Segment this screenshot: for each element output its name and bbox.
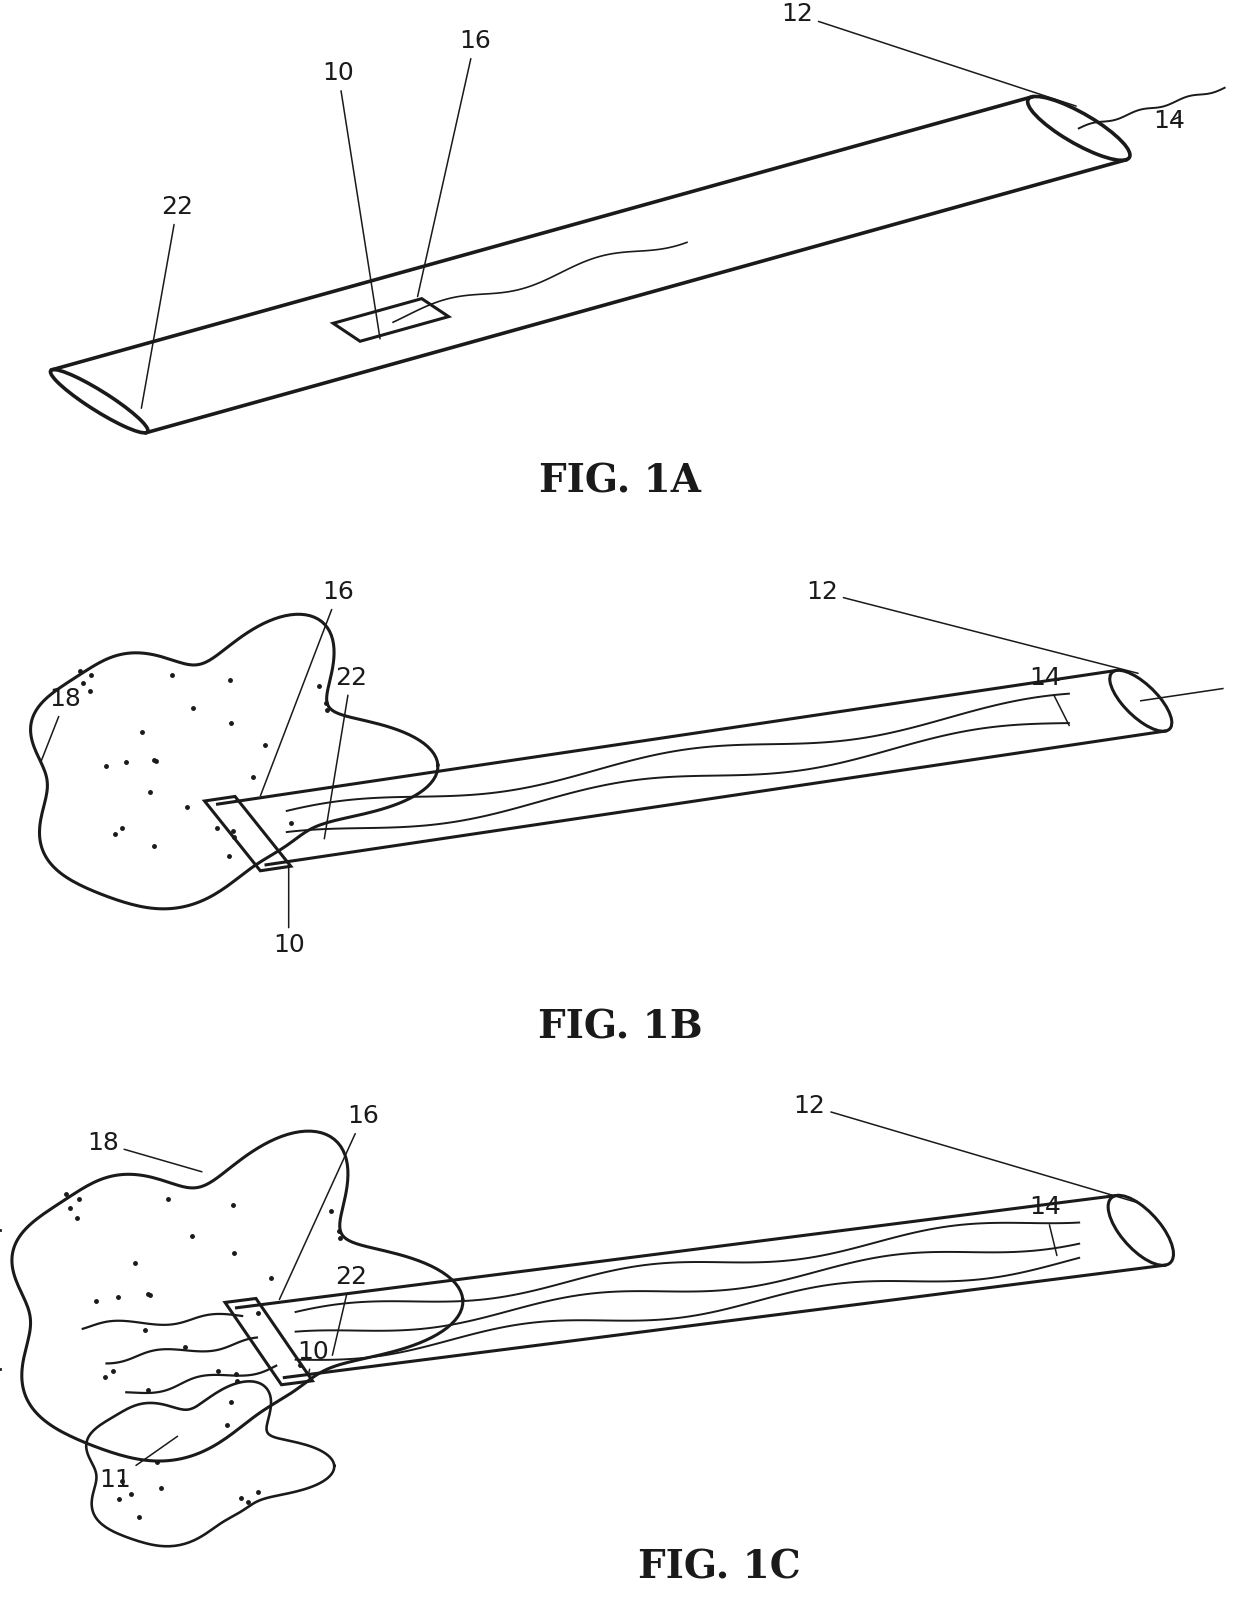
Text: 11: 11	[99, 1436, 177, 1491]
Text: 22: 22	[141, 195, 193, 408]
Text: 18: 18	[87, 1131, 202, 1172]
Text: 10: 10	[273, 866, 305, 956]
Text: 12: 12	[794, 1094, 1138, 1203]
Text: FIG. 1B: FIG. 1B	[538, 1008, 702, 1046]
Text: 16: 16	[418, 29, 491, 297]
Text: 12: 12	[806, 580, 1138, 673]
Text: 14: 14	[1029, 1195, 1061, 1256]
Text: FIG. 1A: FIG. 1A	[539, 462, 701, 501]
Text: 10: 10	[298, 1339, 330, 1375]
Text: FIG. 1C: FIG. 1C	[637, 1548, 801, 1587]
Text: 22: 22	[332, 1264, 367, 1355]
Text: 14: 14	[1029, 666, 1069, 726]
Text: 18: 18	[41, 687, 82, 762]
Text: 12: 12	[781, 2, 1076, 105]
Text: 10: 10	[322, 62, 379, 339]
Text: 16: 16	[279, 1104, 379, 1300]
Text: 14: 14	[1153, 109, 1185, 133]
Text: 16: 16	[260, 580, 355, 796]
Text: 22: 22	[325, 666, 367, 838]
